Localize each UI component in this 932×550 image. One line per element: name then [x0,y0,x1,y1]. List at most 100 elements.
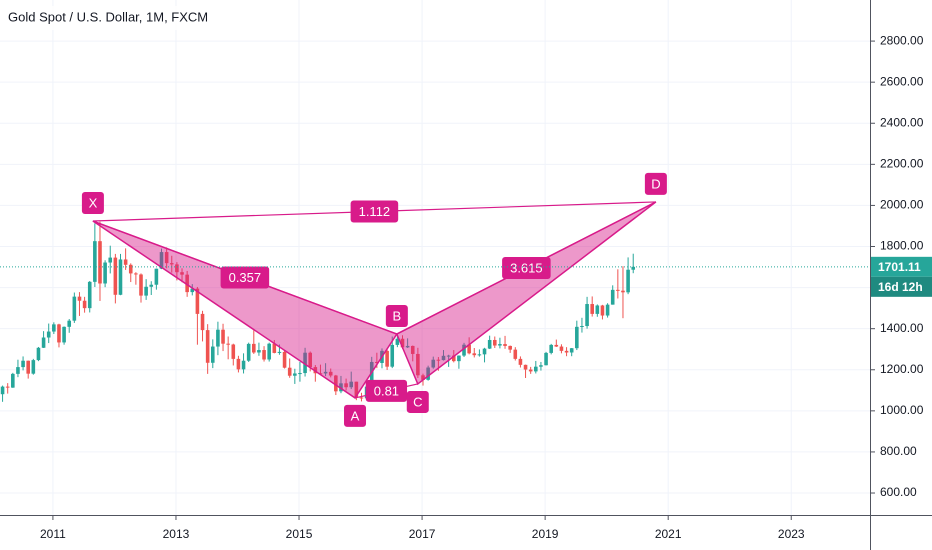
candle-body [298,373,302,375]
ratio-box [502,256,551,279]
candle-body [369,361,374,387]
candle-body [236,358,241,370]
ratio-box [365,379,408,402]
pattern-bcd [395,201,657,386]
ratio-label: 3.615 [502,256,551,279]
candle-body [610,289,615,305]
countdown-box [871,276,932,297]
point-label: B [393,308,402,323]
point-box [81,192,104,215]
candle-body [246,343,251,361]
candle-body [200,313,205,331]
candle-body [257,350,261,353]
candles [0,221,636,402]
candle-body [308,352,312,368]
candle-body [11,373,15,388]
x-tick-label: 2011 [40,527,66,541]
candle-body [554,344,559,347]
candle-body [241,360,246,370]
candle-body [46,331,51,338]
candle-body [441,355,446,361]
candle-body [128,264,133,274]
candle-body [523,364,528,370]
candle-body [534,366,538,372]
candle-body [339,383,343,392]
candle-body [482,348,487,355]
candle-body [226,343,230,345]
candle-body [405,345,410,348]
candle-body [457,355,461,362]
candle-body [585,304,589,327]
candle-body [349,381,354,388]
candle-body [216,329,220,347]
point-box [406,390,429,413]
candle-body [595,305,600,314]
point-label: A [351,408,360,423]
grid [0,0,870,515]
y-tick-label: 1000.00 [880,403,924,417]
candle-body [323,371,328,374]
candle-body [421,375,425,380]
candle-body [472,353,477,356]
ratio-text: 3.615 [510,260,543,275]
ratio-label: 0.357 [220,266,270,289]
candle-body [118,259,123,295]
candle-body [569,348,574,353]
candle-body [508,345,512,350]
candle-body [123,259,128,265]
x-tick-label: 2021 [655,527,682,541]
ratio-box [350,200,399,223]
candle-body [185,274,189,293]
candle-body [564,350,569,353]
candle-body [72,296,77,321]
candle-body [52,324,56,332]
point-box [644,172,667,195]
point-box [385,305,408,328]
candle-body [375,361,379,363]
y-tick-label: 1400.00 [880,321,924,335]
ratio-label: 0.81 [365,379,408,402]
candle-body [154,268,159,285]
candle-body [210,346,215,363]
candle-body [528,369,533,372]
candle-body [103,262,107,284]
chart-title: Gold Spot / U.S. Dollar, 1M, FXCM [8,9,208,24]
candle-body [344,383,348,388]
y-tick-label: 2800.00 [880,33,924,47]
candle-body [77,296,82,301]
pattern-xab [92,220,398,399]
candle-body [164,252,169,264]
last-price-label: 1701.11 [878,260,921,274]
candle-body [631,266,636,270]
candle-body [287,367,292,376]
candle-body [539,365,543,367]
candle-body [272,343,277,353]
y-tick-label: 2400.00 [880,115,924,129]
candle-body [93,241,97,282]
candle-body [277,351,282,353]
candle-body [549,344,553,353]
candle-body [159,252,164,269]
y-tick-label: 1200.00 [880,362,924,376]
candle-body [359,397,364,399]
candle-body [462,344,466,356]
candle-body [108,257,113,263]
y-tick-label: 2000.00 [880,198,924,212]
ratio-text: 1.112 [359,204,391,219]
candle-body [0,386,5,395]
candle-body [390,344,395,367]
candle-body [477,354,482,356]
candle-body [98,241,102,284]
candle-body [431,359,436,368]
candle-body [426,367,430,380]
x-tick-label: 2017 [409,527,436,541]
x-tick-label: 2015 [286,527,313,541]
candle-body [467,344,471,354]
candle-body [354,381,359,398]
x-tick-label: 2019 [532,527,559,541]
candle-body [190,288,195,293]
candle-body [149,284,154,287]
candle-body [267,343,271,360]
